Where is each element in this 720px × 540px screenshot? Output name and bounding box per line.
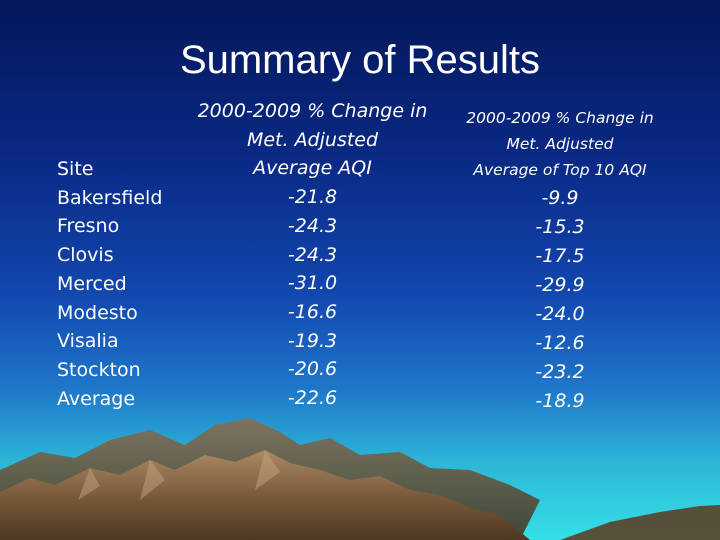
site-cell: Visalia bbox=[57, 330, 119, 353]
avg-aqi-cell: -22.6 bbox=[287, 387, 338, 410]
site-cell: Average bbox=[57, 387, 136, 410]
site-cell: Fresno bbox=[57, 215, 120, 238]
top10-aqi-header: 2000-2009 % Change in Met. Adjusted Aver… bbox=[455, 105, 665, 183]
site-cell: Clovis bbox=[57, 244, 114, 267]
avg-aqi-header-line: Average AQI bbox=[253, 157, 372, 180]
avg-aqi-cell: -31.0 bbox=[287, 272, 338, 295]
site-header: Site bbox=[57, 158, 94, 180]
top10-aqi-cell: -12.6 bbox=[535, 332, 585, 354]
avg-aqi-cell: -21.8 bbox=[287, 186, 338, 209]
top10-aqi-cell: -15.3 bbox=[535, 216, 585, 238]
top10-aqi-header-line: Average of Top 10 AQI bbox=[473, 161, 647, 179]
top10-aqi-values: -9.9 -15.3 -17.5 -29.9 -24.0 -12.6 -23.2… bbox=[455, 184, 665, 416]
top10-aqi-cell: -9.9 bbox=[541, 187, 579, 209]
site-column: Site Bakersfield Fresno Clovis Merced Mo… bbox=[57, 155, 162, 413]
top10-aqi-header-line: 2000-2009 % Change in bbox=[466, 109, 654, 127]
avg-aqi-cell: -19.3 bbox=[287, 329, 338, 352]
avg-aqi-column: 2000-2009 % Change in Met. Adjusted Aver… bbox=[180, 97, 445, 413]
avg-aqi-header-line: 2000-2009 % Change in bbox=[197, 100, 428, 122]
top10-aqi-cell: -23.2 bbox=[535, 361, 585, 383]
top10-aqi-column: 2000-2009 % Change in Met. Adjusted Aver… bbox=[455, 105, 665, 416]
avg-aqi-cell: -16.6 bbox=[287, 300, 338, 323]
top10-aqi-header-line: Met. Adjusted bbox=[506, 135, 614, 153]
top10-aqi-cell: -17.5 bbox=[535, 245, 585, 267]
avg-aqi-cell: -24.3 bbox=[287, 214, 338, 237]
top10-aqi-cell: -24.0 bbox=[535, 303, 585, 325]
slide-title: Summary of Results bbox=[179, 38, 541, 82]
site-cell: Stockton bbox=[57, 358, 141, 381]
site-cell: Merced bbox=[57, 272, 127, 295]
top10-aqi-cell: -18.9 bbox=[535, 390, 585, 412]
top10-aqi-cell: -29.9 bbox=[535, 274, 585, 296]
avg-aqi-cell: -20.6 bbox=[287, 358, 338, 381]
site-cell: Modesto bbox=[57, 301, 138, 324]
avg-aqi-header-line: Met. Adjusted bbox=[246, 128, 379, 151]
avg-aqi-cell: -24.3 bbox=[287, 243, 338, 266]
site-cell: Bakersfield bbox=[57, 186, 163, 209]
